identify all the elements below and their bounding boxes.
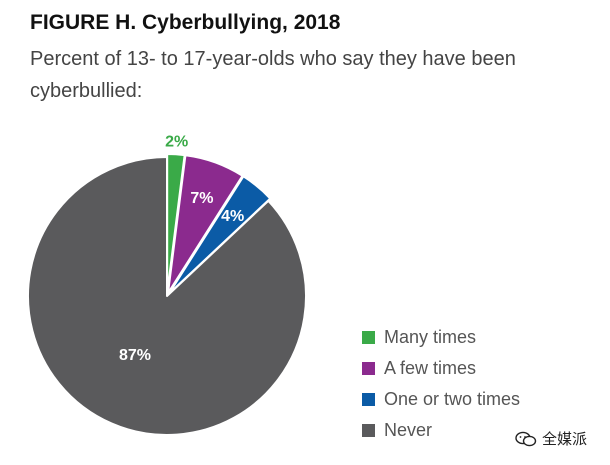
wechat-icon <box>515 431 537 446</box>
legend-label: Never <box>384 420 433 440</box>
legend-label: A few times <box>384 358 477 378</box>
pie-slice-never <box>27 156 307 436</box>
legend: Many times A few times One or two times … <box>362 322 520 446</box>
legend-item-a-few-times: A few times <box>362 353 520 384</box>
pie-slice-one-or-two-times <box>167 175 272 295</box>
pie-label-a-few-times: 7% <box>190 190 213 207</box>
legend-swatch <box>362 362 375 375</box>
watermark-text: 全媒派 <box>542 431 588 448</box>
legend-item-never: Never <box>362 415 520 446</box>
legend-swatch <box>362 424 375 437</box>
pie-label-many-times: 2% <box>165 134 188 151</box>
chart-subtitle: Percent of 13- to 17-year-olds who say t… <box>30 48 516 102</box>
legend-swatch <box>362 331 375 344</box>
legend-item-one-or-two-times: One or two times <box>362 384 520 415</box>
pie-label-one-or-two-times: 4% <box>221 208 244 225</box>
chart-title: FIGURE H. Cyberbullying, 2018 <box>30 11 341 34</box>
legend-label: One or two times <box>384 389 521 409</box>
watermark: 全媒派 <box>515 428 587 449</box>
pie-label-never: 87% <box>119 347 151 364</box>
pie-slice-a-few-times <box>167 154 244 295</box>
legend-swatch <box>362 393 375 406</box>
legend-label: Many times <box>384 327 477 347</box>
legend-item-many-times: Many times <box>362 322 520 353</box>
